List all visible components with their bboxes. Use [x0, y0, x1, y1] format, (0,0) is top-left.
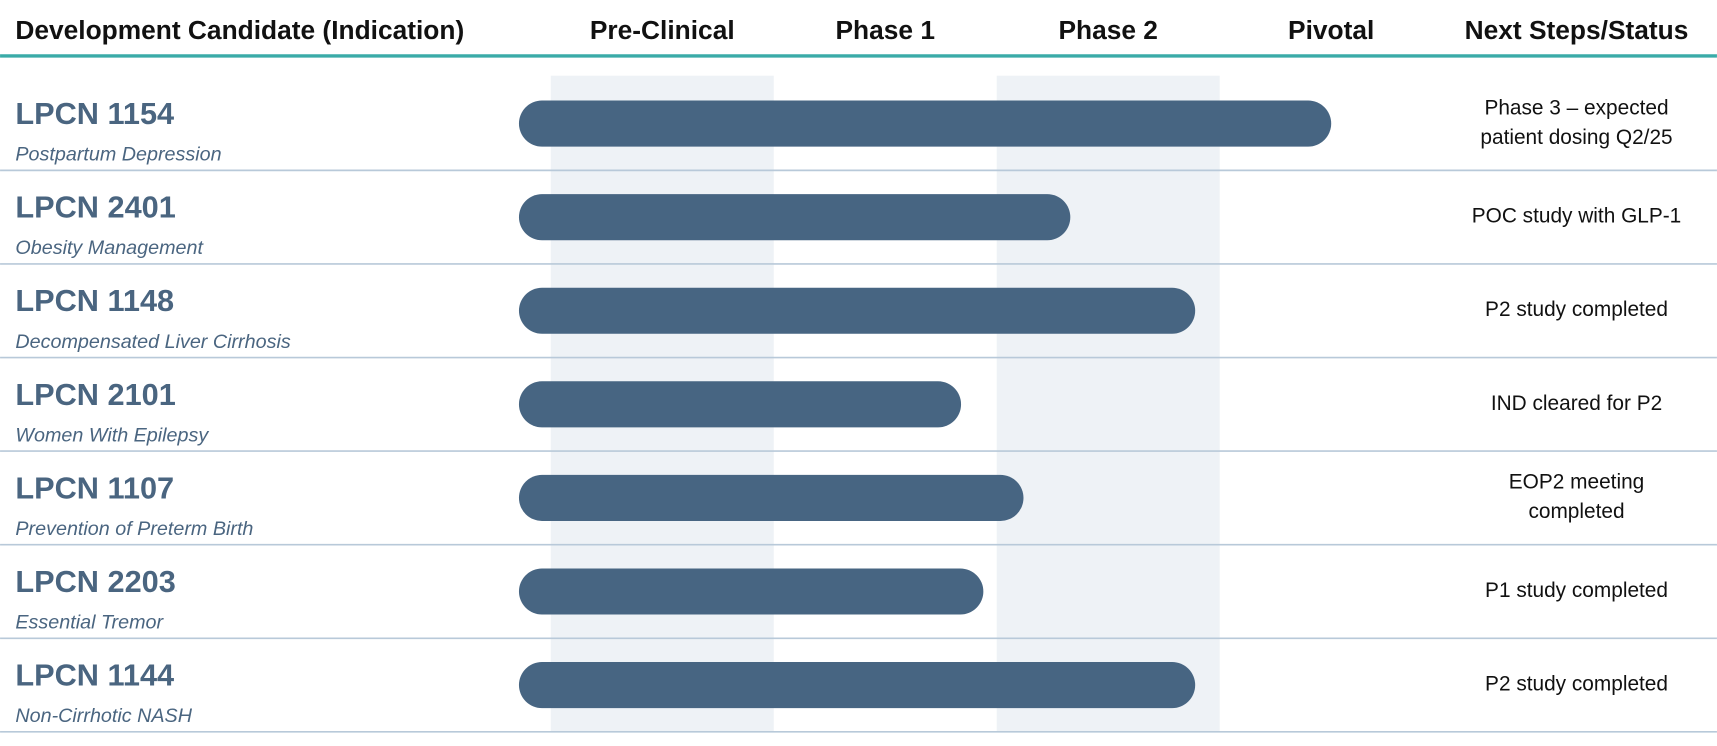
progress-bar: [518, 287, 1196, 334]
candidate-name: LPCN 2401: [15, 190, 175, 225]
status-header: Next Steps/Status: [1465, 15, 1689, 45]
indication: Decompensated Liver Cirrhosis: [15, 331, 290, 353]
status-text: P1 study completed: [1485, 579, 1668, 602]
status-text: P2 study completed: [1485, 673, 1668, 696]
status-text: POC study with GLP-1: [1472, 205, 1682, 228]
status-text: completed: [1528, 500, 1624, 523]
progress-bar: [518, 662, 1196, 709]
stage-header: Phase 2: [1058, 15, 1157, 45]
progress-bar: [518, 568, 984, 615]
indication: Prevention of Preterm Birth: [15, 518, 253, 540]
candidate-header: Development Candidate (Indication): [15, 15, 464, 45]
status-text: IND cleared for P2: [1491, 392, 1662, 415]
stage-band: [996, 75, 1220, 732]
candidate-name: LPCN 1107: [15, 470, 174, 505]
progress-bar: [518, 381, 962, 428]
status-text: EOP2 meeting: [1509, 471, 1644, 494]
stage-header: Pre-Clinical: [590, 15, 735, 45]
candidate-name: LPCN 1148: [15, 283, 174, 318]
status-text: Phase 3 – expected: [1484, 96, 1668, 119]
candidate-name: LPCN 1144: [15, 657, 174, 692]
progress-bar: [518, 474, 1024, 521]
status-text: P2 study completed: [1485, 298, 1668, 321]
progress-bar: [518, 194, 1071, 241]
indication: Obesity Management: [15, 237, 204, 259]
candidate-name: LPCN 2101: [15, 377, 175, 412]
stage-header: Pivotal: [1288, 15, 1374, 45]
indication: Postpartum Depression: [15, 144, 221, 166]
candidate-name: LPCN 2203: [15, 564, 175, 599]
status-text: patient dosing Q2/25: [1480, 126, 1672, 149]
progress-bar: [518, 100, 1332, 147]
stage-header: Phase 1: [836, 15, 935, 45]
indication: Non-Cirrhotic NASH: [15, 705, 192, 727]
candidate-name: LPCN 1154: [15, 96, 174, 131]
indication: Essential Tremor: [15, 612, 164, 634]
indication: Women With Epilepsy: [15, 424, 209, 446]
